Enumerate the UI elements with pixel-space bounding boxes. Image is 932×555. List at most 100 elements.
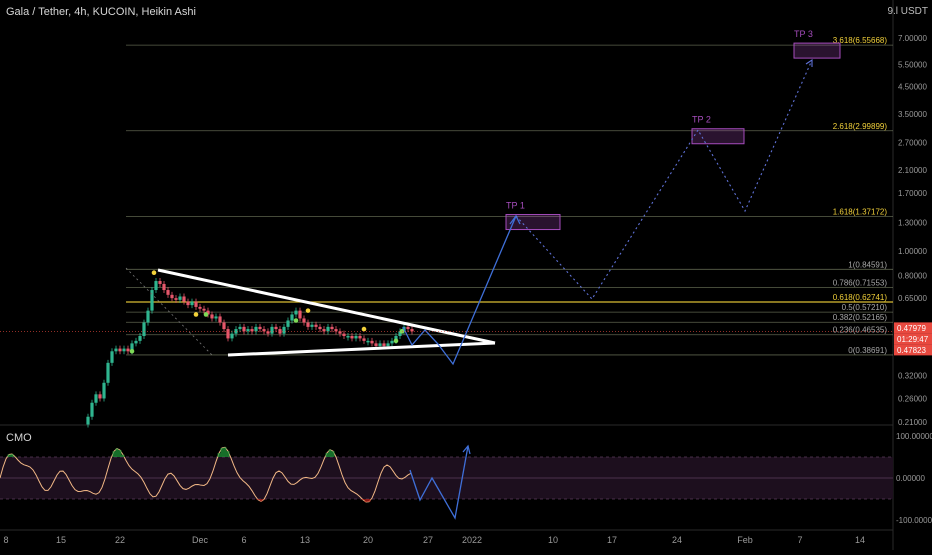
candle-body[interactable]	[154, 281, 157, 290]
candle-body[interactable]	[214, 316, 217, 318]
candle-body[interactable]	[322, 329, 325, 331]
cmo-overbought-fill	[329, 450, 332, 457]
candle-body[interactable]	[122, 349, 125, 352]
y-tick-label: 4.50000	[898, 82, 927, 91]
candle-body[interactable]	[382, 343, 385, 346]
candle-body[interactable]	[238, 327, 241, 329]
candle-body[interactable]	[314, 325, 317, 327]
candle-body[interactable]	[390, 341, 393, 344]
candle-body[interactable]	[146, 311, 149, 323]
candle-body[interactable]	[294, 311, 297, 315]
currency-label[interactable]: 9.l USDT	[887, 6, 928, 17]
cmo-y-tick-label: 0.00000	[896, 474, 925, 483]
x-tick-label: Dec	[192, 535, 209, 545]
candle-body[interactable]	[142, 323, 145, 336]
candle-body[interactable]	[182, 296, 185, 301]
fib-level-label: 2.618(2.99899)	[833, 122, 888, 131]
signal-dot[interactable]	[294, 318, 299, 323]
y-tick-label: 0.65000	[898, 294, 927, 303]
target-box[interactable]	[794, 43, 840, 58]
candle-body[interactable]	[358, 336, 361, 338]
candle-body[interactable]	[202, 309, 205, 311]
candle-body[interactable]	[190, 302, 193, 306]
candle-body[interactable]	[162, 284, 165, 290]
cmo-indicator-label[interactable]: CMO	[6, 432, 32, 444]
candle-body[interactable]	[250, 329, 253, 331]
candle-body[interactable]	[270, 327, 273, 334]
candle-body[interactable]	[226, 329, 229, 338]
x-tick-label: 17	[607, 535, 617, 545]
price-badge-text: 0.47823	[897, 346, 926, 355]
signal-dot[interactable]	[152, 270, 157, 275]
candle-body[interactable]	[222, 323, 225, 330]
candle-body[interactable]	[282, 327, 285, 334]
candle-body[interactable]	[166, 290, 169, 295]
signal-dot[interactable]	[306, 308, 311, 313]
candle-body[interactable]	[106, 363, 109, 383]
candle-body[interactable]	[98, 394, 101, 398]
candle-body[interactable]	[174, 298, 177, 300]
candle-body[interactable]	[274, 327, 277, 329]
candle-body[interactable]	[330, 327, 333, 329]
candle-body[interactable]	[102, 383, 105, 399]
candle-body[interactable]	[374, 343, 377, 346]
symbol-title[interactable]: Gala / Tether, 4h, KUCOIN, Heikin Ashi	[6, 6, 196, 18]
signal-dot[interactable]	[394, 339, 399, 344]
candle-body[interactable]	[210, 314, 213, 318]
candle-body[interactable]	[170, 295, 173, 298]
candle-body[interactable]	[350, 336, 353, 338]
candle-body[interactable]	[186, 302, 189, 306]
candle-body[interactable]	[194, 302, 197, 307]
candle-body[interactable]	[178, 296, 181, 299]
candle-body[interactable]	[158, 281, 161, 284]
x-tick-label: 2022	[462, 535, 482, 545]
candle-body[interactable]	[230, 334, 233, 339]
candle-body[interactable]	[386, 343, 389, 346]
cmo-overbought-fill	[332, 451, 335, 457]
candle-body[interactable]	[114, 349, 117, 352]
candle-body[interactable]	[326, 327, 329, 331]
candle-body[interactable]	[298, 311, 301, 319]
candle-body[interactable]	[110, 351, 113, 363]
fib-level-label: 0(0.38691)	[848, 346, 887, 355]
candle-body[interactable]	[286, 320, 289, 326]
candle-body[interactable]	[262, 329, 265, 331]
signal-dot[interactable]	[130, 349, 135, 354]
candle-body[interactable]	[362, 338, 365, 340]
candle-body[interactable]	[198, 307, 201, 309]
candle-body[interactable]	[242, 327, 245, 331]
signal-dot[interactable]	[194, 312, 199, 317]
candle-body[interactable]	[406, 327, 409, 329]
candle-body[interactable]	[334, 329, 337, 331]
target-box[interactable]	[692, 129, 744, 144]
candle-body[interactable]	[218, 316, 221, 322]
candle-body[interactable]	[366, 341, 369, 343]
candle-body[interactable]	[118, 349, 121, 352]
candle-body[interactable]	[258, 327, 261, 329]
candle-body[interactable]	[354, 336, 357, 338]
candle-body[interactable]	[370, 341, 373, 344]
candle-body[interactable]	[410, 329, 413, 331]
candle-body[interactable]	[90, 403, 93, 417]
candle-body[interactable]	[290, 314, 293, 320]
candle-body[interactable]	[94, 394, 97, 402]
candle-body[interactable]	[138, 336, 141, 341]
cmo-y-tick-label: 100.00000	[896, 432, 932, 441]
candle-body[interactable]	[126, 349, 129, 352]
candle-body[interactable]	[134, 341, 137, 344]
candle-body[interactable]	[310, 325, 313, 327]
candle-body[interactable]	[342, 334, 345, 336]
candle-body[interactable]	[346, 336, 349, 338]
signal-dot[interactable]	[204, 312, 209, 317]
candle-body[interactable]	[246, 329, 249, 331]
cmo-overbought-fill	[326, 453, 329, 457]
candle-body[interactable]	[306, 323, 309, 327]
candle-body[interactable]	[378, 343, 381, 346]
candle-body[interactable]	[318, 327, 321, 329]
candle-body[interactable]	[254, 327, 257, 331]
candle-body[interactable]	[86, 417, 89, 425]
candle-body[interactable]	[302, 318, 305, 322]
signal-dot[interactable]	[362, 327, 367, 332]
